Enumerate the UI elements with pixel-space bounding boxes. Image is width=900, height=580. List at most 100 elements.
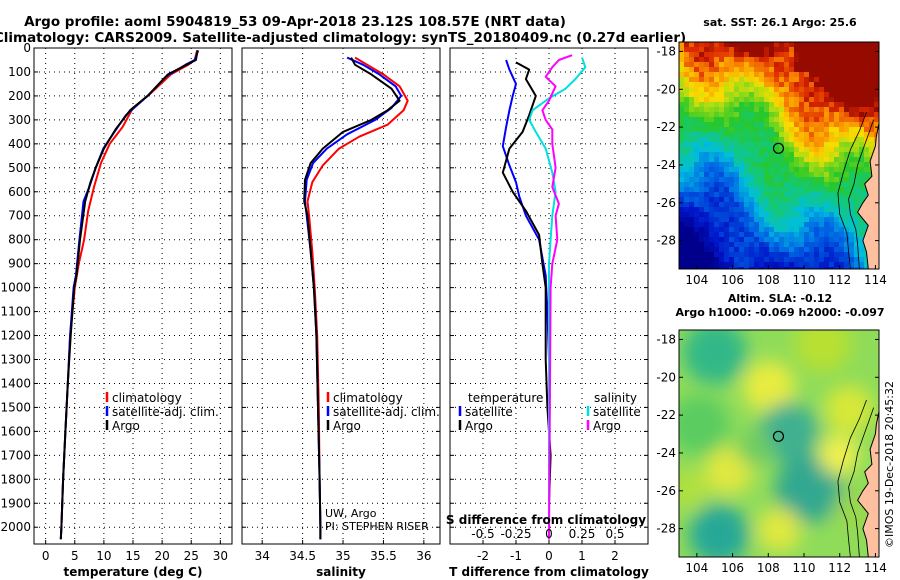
x-tick-label: 35 [335, 549, 350, 563]
y-tick-label: 900 [8, 257, 31, 271]
y-tick-label: 2000 [0, 520, 31, 534]
y-tick-label: 400 [8, 137, 31, 151]
temperature-x-axis-label: temperature (deg C) [64, 565, 203, 579]
sla-map-argo-position-marker [772, 430, 785, 442]
sla-map-isobath-1000 [848, 407, 874, 558]
x-tick-label: 20 [154, 549, 169, 563]
sla-map-panel: 104 106 108 110 112 114 -18 -20 -22 -24 -26 -28 [656, 329, 887, 575]
temperature-panel: 0100200300400500600700800900100011001200… [0, 41, 233, 579]
salinity-x-axis-label: salinity [316, 565, 366, 579]
x-tick-label: -2 [477, 549, 489, 563]
x-tick-label: 0 [42, 549, 50, 563]
sla-map-land [856, 330, 880, 558]
y-tick-label: 700 [8, 209, 31, 223]
y-tick-label: 1300 [0, 352, 31, 366]
sla-field [679, 330, 879, 557]
sla-map-title-line2: Argo h1000: -0.069 h2000: -0.097 [675, 306, 884, 319]
sst-map-isobath-2000 [837, 111, 867, 270]
salinity-note: UW, Argo [325, 507, 377, 520]
sla-map-x-tick-label: 114 [864, 561, 887, 575]
sst-map-frame [678, 41, 880, 270]
difference-series-salinity-argo [541, 54, 573, 540]
sst-map-y-tick-label: -28 [656, 234, 676, 248]
sla-map-x-tick-label: 104 [685, 561, 708, 575]
temperature-series-argo [59, 50, 199, 540]
difference-panel: -2 -1 0 1 2 T difference from climatology temp… [446, 47, 649, 579]
y-tick-label: 1500 [0, 400, 31, 414]
x-tick-label: 1 [578, 549, 586, 563]
y-tick-label: 1000 [0, 281, 31, 295]
sla-map-frame [678, 329, 880, 558]
sst-map-argo-position-marker [772, 142, 785, 154]
legend-heading-temperature: temperature [468, 391, 543, 405]
y-tick-label: 1600 [0, 424, 31, 438]
x-tick-label: 5 [71, 549, 79, 563]
y-tick-label: 1200 [0, 329, 31, 343]
sla-map-y-tick-label: -18 [656, 332, 676, 346]
y-tick-label: 1100 [0, 305, 31, 319]
y-tick-label: 200 [8, 89, 31, 103]
x-tick-label: 35.5 [370, 549, 397, 563]
sst-map-y-tick-label: -22 [656, 120, 676, 134]
sla-map-x-tick-label: 106 [721, 561, 744, 575]
sst-map-y-tick-label: -26 [656, 196, 676, 210]
x-tick-label: 0 [545, 549, 553, 563]
difference-series-salinity-satellite [528, 57, 587, 540]
temperature-grid [34, 47, 232, 544]
difference-x-axis-label: T difference from climatology [449, 565, 649, 579]
x-tick-label: 34 [255, 549, 270, 563]
temperature-frame [33, 47, 233, 545]
legend-label-ds-satellite: satellite [593, 405, 641, 419]
salinity-note: PI: STEPHEN RISER [325, 520, 429, 533]
sst-map-x-tick-label: 112 [828, 273, 851, 287]
legend-label-dt-satellite: satellite [465, 405, 513, 419]
x-tick-label: 10 [96, 549, 111, 563]
x-tick-label: 34.5 [289, 549, 316, 563]
x-tick-label: 30 [213, 549, 228, 563]
sst-map-x-tick-label: 106 [721, 273, 744, 287]
imos-credit: ©IMOS 19-Dec-2018 20:45:32 [883, 381, 896, 548]
y-tick-label: 800 [8, 233, 31, 247]
difference-s-tick-label: 0.5 [605, 527, 624, 541]
sla-map-y-tick-label: -22 [656, 408, 676, 422]
legend-label-t-climatology: climatology [112, 391, 182, 405]
sla-map-isobath-2000 [837, 399, 867, 558]
sst-map-land [856, 42, 880, 270]
sla-map-y-tick-label: -20 [656, 370, 676, 384]
y-tick-label: 0 [23, 41, 31, 55]
sst-map-x-tick-label: 108 [757, 273, 780, 287]
legend-label-t-satellite: satellite-adj. clim. [112, 405, 219, 419]
sst-map-x-tick-label: 104 [685, 273, 708, 287]
sst-field [679, 42, 879, 269]
y-tick-label: 500 [8, 161, 31, 175]
x-tick-label: -1 [510, 549, 522, 563]
legend-label-ds-argo: Argo [593, 419, 621, 433]
y-tick-label: 300 [8, 113, 31, 127]
x-tick-label: 15 [125, 549, 140, 563]
sla-map-y-tick-label: -26 [656, 484, 676, 498]
sla-map-y-tick-label: -28 [656, 522, 676, 536]
x-tick-label: 2 [611, 549, 619, 563]
difference-grid [450, 47, 648, 544]
difference-s-tick-label: 0 [545, 527, 553, 541]
salinity-panel: 34 34.5 35 35.5 36 salinity climatologysatelli… [241, 47, 441, 579]
salinity-grid [242, 47, 440, 544]
sla-map-x-tick-label: 108 [757, 561, 780, 575]
sst-map-x-tick-label: 114 [864, 273, 887, 287]
figure-title-line1: Argo profile: aoml 5904819_53 09-Apr-201… [24, 14, 566, 30]
difference-s-tick-label: -0.5 [471, 527, 494, 541]
sst-map-y-tick-label: -20 [656, 82, 676, 96]
legend-heading-salinity: salinity [594, 391, 637, 405]
sla-map-title-line1: Altim. SLA: -0.12 [728, 292, 832, 305]
y-tick-label: 1800 [0, 472, 31, 486]
sst-map-x-tick-label: 110 [793, 273, 816, 287]
y-tick-label: 1900 [0, 496, 31, 510]
difference-series-temperature-argo [501, 61, 552, 540]
sst-map-panel: 104 106 108 110 112 114 -18 -20 -22 -24 -26 -28 [656, 41, 887, 287]
salinity-series-argo [303, 57, 401, 540]
salinity-frame [241, 47, 441, 545]
x-tick-label: 25 [184, 549, 199, 563]
sst-map-y-tick-label: -18 [656, 44, 676, 58]
difference-s-tick-label: 0.25 [569, 527, 596, 541]
